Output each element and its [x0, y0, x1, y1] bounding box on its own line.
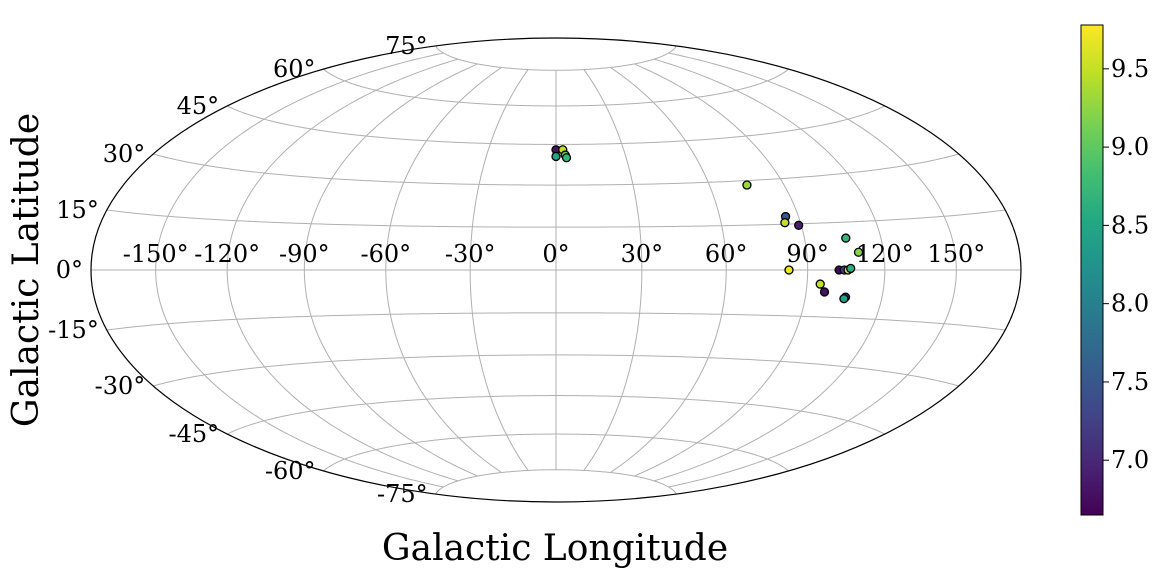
data-point	[853, 247, 864, 257]
graticule	[91, 45, 1021, 495]
parallel-line	[226, 395, 886, 435]
x-tick-label: 120°	[856, 240, 914, 268]
y-tick-label: 45°	[177, 92, 220, 120]
y-tick-label: 0°	[56, 256, 83, 284]
data-point	[839, 294, 849, 304]
colorbar-gradient	[1080, 24, 1104, 516]
parallel-line	[435, 45, 677, 71]
parallel-line	[153, 153, 959, 186]
parallel-line	[435, 469, 677, 495]
y-tick-label: 75°	[385, 32, 428, 60]
colorbar-tick-label: 9.5	[1111, 55, 1149, 83]
data-point	[794, 220, 804, 230]
y-tick-label: -15°	[48, 316, 99, 344]
y-tick-label: 60°	[273, 55, 316, 83]
data-point	[742, 180, 752, 190]
parallel-line	[106, 209, 1006, 228]
y-axis-title: Galactic Latitude	[6, 113, 47, 427]
parallel-line	[153, 354, 959, 387]
data-point	[551, 151, 561, 162]
x-tick-label: 150°	[927, 240, 985, 268]
data-point	[561, 153, 572, 163]
colorbar-tick-label: 7.0	[1111, 446, 1149, 474]
y-tick-label: 30°	[103, 140, 146, 168]
y-tick-label: 15°	[56, 196, 99, 224]
data-points	[551, 145, 864, 304]
colorbar: 7.0 7.5 8.0 8.5 9.0 9.5	[1080, 24, 1149, 516]
x-tick-label: 60°	[705, 240, 748, 268]
colorbar-tick-label: 9.0	[1111, 133, 1149, 161]
map-boundary	[90, 37, 1022, 503]
x-tick-label: 90°	[786, 240, 829, 268]
data-point	[784, 265, 794, 275]
x-tick-label: -30°	[445, 240, 496, 268]
data-point	[819, 287, 830, 297]
parallel-line	[323, 68, 789, 107]
parallel-line	[226, 105, 886, 145]
y-tick-label: -30°	[95, 372, 146, 400]
x-tick-label: -90°	[279, 240, 330, 268]
data-point	[846, 263, 856, 274]
y-tick-label: -75°	[377, 480, 428, 508]
x-axis-title: Galactic Longitude	[382, 528, 728, 569]
x-tick-label: -60°	[360, 240, 411, 268]
data-point	[780, 218, 790, 228]
x-tick-label: 30°	[621, 240, 664, 268]
data-point	[815, 279, 825, 289]
colorbar-tick-label: 8.0	[1111, 290, 1149, 318]
y-tick-label: -60°	[265, 457, 316, 485]
parallel-line	[323, 433, 789, 472]
data-point	[841, 233, 851, 243]
x-tick-label: -120°	[194, 240, 260, 268]
parallel-line	[106, 312, 1006, 331]
projection-outline	[90, 37, 1022, 503]
tick-labels: -150° -120° -90° -60° -30° 0° 30° 60° 90° 120° 150…	[48, 32, 985, 508]
colorbar-tick-label: 7.5	[1111, 368, 1149, 396]
x-tick-label: -150°	[123, 240, 189, 268]
colorbar-tick-label: 8.5	[1111, 211, 1149, 239]
y-tick-label: -45°	[169, 420, 220, 448]
x-tick-label: 0°	[542, 240, 569, 268]
